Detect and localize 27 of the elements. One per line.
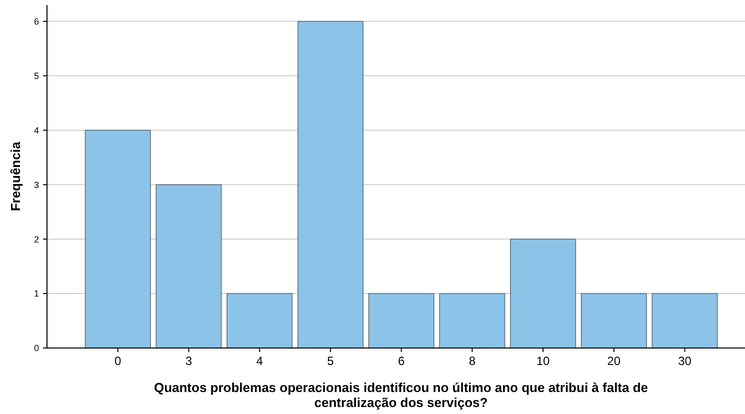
bar xyxy=(297,20,364,348)
bar xyxy=(84,130,151,348)
bar xyxy=(439,293,506,348)
x-tick-label: 10 xyxy=(536,354,550,368)
y-tick-label: 1 xyxy=(34,288,39,299)
bar xyxy=(368,293,434,348)
bar xyxy=(580,293,647,348)
bar xyxy=(156,184,222,348)
x-tick-label: 20 xyxy=(607,354,621,368)
x-tick-label: 6 xyxy=(398,354,405,368)
x-tick-label: 4 xyxy=(256,354,264,368)
x-axis-title: Quantos problemas operacionais identificou no último ano que atribui à falta de centralização dos serviços? xyxy=(154,380,648,410)
y-tick-label: 0 xyxy=(34,343,39,354)
y-tick-label: 6 xyxy=(34,16,39,26)
y-tick-label: 3 xyxy=(34,180,39,190)
x-tick-label: 30 xyxy=(678,354,692,368)
x-tick-label: 0 xyxy=(114,354,122,368)
y-axis-title: Frequência xyxy=(8,141,23,212)
y-tick-label: 5 xyxy=(34,70,39,81)
bar xyxy=(510,238,576,348)
x-tick-label: 5 xyxy=(327,354,334,368)
y-tick-label: 4 xyxy=(34,125,39,136)
y-tick-label: 2 xyxy=(34,234,39,244)
x-tick-label: 8 xyxy=(468,354,476,368)
x-tick-label: 3 xyxy=(185,354,192,368)
bar xyxy=(652,293,718,348)
bar xyxy=(226,293,293,348)
